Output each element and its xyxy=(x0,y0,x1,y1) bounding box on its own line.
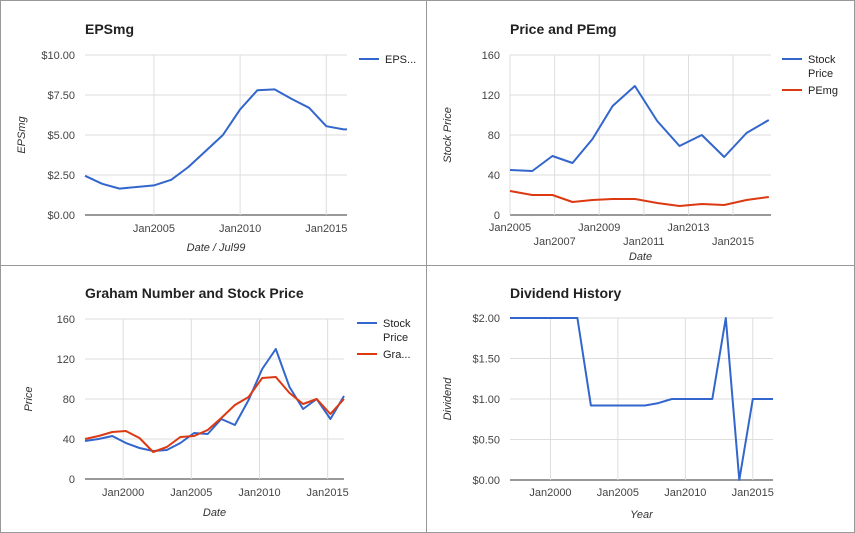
chart-panel-price-pemg: Price and PEmg 0 40 80 120 160 Jan2005 Jan2007 J… xyxy=(426,0,855,266)
y-tick-label: 80 xyxy=(488,130,500,142)
chart-title: EPSmg xyxy=(85,21,134,37)
chart-title: Dividend History xyxy=(510,285,621,301)
x-tick-label: Jan2013 xyxy=(667,222,709,234)
x-axis-title: Date / Jul99 xyxy=(187,242,246,254)
x-tick-label: Jan2010 xyxy=(664,487,706,499)
x-tick-label: Jan2015 xyxy=(732,487,774,499)
y-tick-label: $0.50 xyxy=(472,435,500,447)
chart-panel-dividend: Dividend History $0.00 $0.50 $1.00 $1.50 $2.0… xyxy=(426,265,855,533)
y-tick-label: $0.00 xyxy=(47,210,75,222)
legend-label: EPS... xyxy=(385,54,416,66)
y-tick-label: 0 xyxy=(494,210,500,222)
x-tick-label: Jan2000 xyxy=(529,487,571,499)
series-line-stock-price xyxy=(84,348,345,452)
y-tick-label: 160 xyxy=(482,50,500,62)
chart-dividend: Dividend History $0.00 $0.50 $1.00 $1.50 $2.0… xyxy=(442,285,774,521)
legend-label: Stock Price xyxy=(808,54,836,80)
y-tick-label: 120 xyxy=(57,354,75,366)
x-tick-label: Jan2005 xyxy=(489,222,531,234)
y-tick-label: $1.00 xyxy=(472,394,500,406)
y-tick-label: 80 xyxy=(63,394,75,406)
x-tick-label: Jan2009 xyxy=(578,222,620,234)
legend-label: Stock Price xyxy=(383,318,411,344)
y-tick-label: 120 xyxy=(482,90,500,102)
y-tick-label: $5.00 xyxy=(47,130,75,142)
chart-title: Price and PEmg xyxy=(510,21,617,37)
series-line-series xyxy=(510,317,773,481)
legend-label: Gra... xyxy=(383,349,411,361)
y-tick-label: $0.00 xyxy=(472,475,500,487)
x-tick-label: Jan2000 xyxy=(102,487,144,499)
y-axis-title: Stock Price xyxy=(442,107,454,163)
y-tick-label: 0 xyxy=(69,474,75,486)
series-line-gra xyxy=(84,376,345,453)
x-axis-title: Date xyxy=(629,251,652,263)
x-tick-label: Jan2005 xyxy=(170,487,212,499)
y-tick-label: 40 xyxy=(488,170,500,182)
y-tick-label: $7.50 xyxy=(47,90,75,102)
y-axis-title: Dividend xyxy=(442,377,454,421)
y-axis-title: EPSmg xyxy=(16,115,28,153)
x-tick-label: Jan2015 xyxy=(712,236,754,248)
y-tick-label: $2.00 xyxy=(472,313,500,325)
x-tick-label: Jan2015 xyxy=(307,487,349,499)
x-tick-label: Jan2005 xyxy=(597,487,639,499)
series-line-eps xyxy=(84,88,347,190)
x-axis-title: Year xyxy=(630,509,654,521)
y-tick-label: $10.00 xyxy=(41,50,75,62)
x-axis-title: Date xyxy=(203,507,226,519)
y-tick-label: 160 xyxy=(57,314,75,326)
x-tick-label: Jan2007 xyxy=(534,236,576,248)
x-tick-label: Jan2005 xyxy=(133,223,175,235)
y-tick-label: $1.50 xyxy=(472,354,500,366)
chart-graham: Graham Number and Stock Price 0 40 80 120 160… xyxy=(23,285,411,519)
chart-epsmg: EPSmg $0.00 $2.50 $5.00 $7.50 $10.00 Jan2005 Ja… xyxy=(16,21,416,254)
legend-label: PEmg xyxy=(808,85,838,97)
chart-panel-graham: Graham Number and Stock Price 0 40 80 120 160… xyxy=(0,265,427,533)
chart-price-pemg: Price and PEmg04080120160Jan2005Jan2007J… xyxy=(442,21,838,263)
chart-title: Graham Number and Stock Price xyxy=(85,285,304,301)
series-line-pemg xyxy=(509,190,769,207)
series-line-stock-price xyxy=(509,85,770,172)
x-tick-label: Jan2010 xyxy=(219,223,261,235)
y-tick-label: $2.50 xyxy=(47,170,75,182)
x-tick-label: Jan2015 xyxy=(305,223,347,235)
x-tick-label: Jan2011 xyxy=(623,236,664,248)
chart-panel-epsmg: EPSmg $0.00 $2.50 $5.00 $7.50 $10.00 Jan2005 Ja… xyxy=(0,0,427,266)
y-axis-title: Price xyxy=(23,386,35,411)
y-tick-label: 40 xyxy=(63,434,75,446)
x-tick-label: Jan2010 xyxy=(238,487,280,499)
